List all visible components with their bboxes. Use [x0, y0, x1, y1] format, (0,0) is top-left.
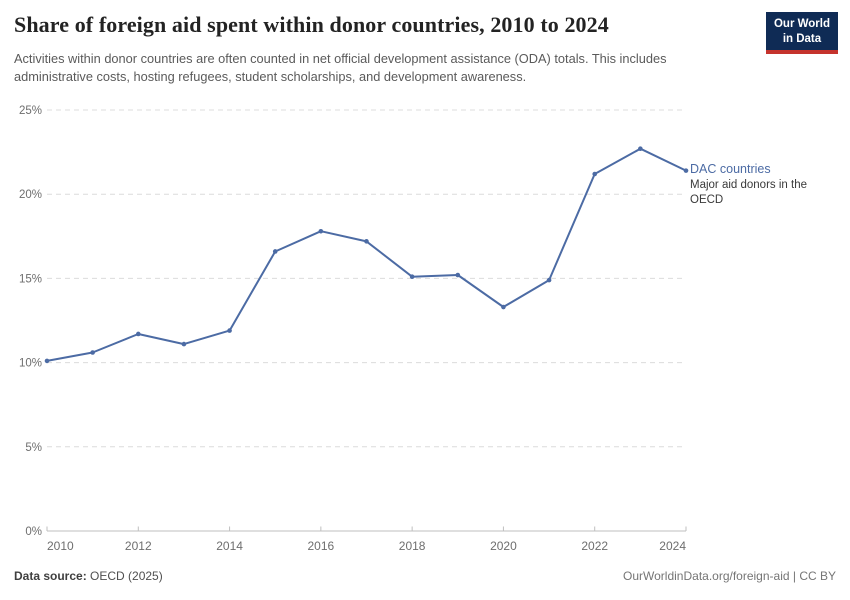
- data-point[interactable]: [546, 277, 552, 283]
- data-source-value: OECD (2025): [86, 569, 163, 583]
- data-point[interactable]: [181, 341, 187, 347]
- owid-logo-line2: in Data: [782, 32, 822, 45]
- series-line[interactable]: [46, 147, 687, 362]
- data-point[interactable]: [227, 328, 232, 333]
- data-point[interactable]: [501, 304, 506, 310]
- y-axis-tick-label: 20%: [19, 189, 42, 201]
- data-source-label: Data source:: [14, 569, 87, 583]
- data-point[interactable]: [90, 350, 95, 355]
- data-point[interactable]: [364, 239, 369, 244]
- owid-logo-line1: Our World: [773, 18, 830, 30]
- data-point[interactable]: [44, 358, 50, 364]
- data-point[interactable]: [135, 331, 141, 337]
- legend-series-name[interactable]: DAC countries: [690, 162, 771, 176]
- y-axis-tick-label: 5%: [25, 442, 42, 454]
- y-axis-tick-label: 25%: [19, 105, 42, 117]
- legend-series-description: Major aid donors in the OECD: [690, 179, 807, 206]
- x-axis-tick-label: 2016: [308, 539, 335, 553]
- x-axis-tick-label: 2020: [490, 539, 517, 553]
- x-axis-tick-label: 2018: [399, 539, 426, 553]
- data-source-note: Data source: OECD (2025): [14, 569, 163, 583]
- attribution-link[interactable]: OurWorldinData.org/foreign-aid | CC BY: [623, 569, 836, 583]
- data-point[interactable]: [638, 146, 643, 152]
- y-axis-tick-label: 15%: [19, 273, 42, 285]
- data-point[interactable]: [409, 274, 415, 280]
- owid-logo[interactable]: Our World in Data: [765, 12, 838, 54]
- data-point[interactable]: [455, 272, 461, 278]
- data-point[interactable]: [272, 249, 278, 254]
- x-axis-tick-label: 2010: [47, 539, 74, 553]
- chart-subtitle: Activities within donor countries are of…: [14, 51, 667, 85]
- series-legend: DAC countries Major aid donors in the OE…: [690, 162, 830, 207]
- x-axis-tick-label: 2014: [216, 539, 243, 553]
- y-axis-tick-label: 0%: [25, 526, 42, 538]
- data-point[interactable]: [683, 168, 689, 173]
- x-axis-tick-label: 2012: [125, 539, 152, 553]
- page-title: Share of foreign aid spent within donor …: [14, 12, 609, 37]
- x-axis-tick-label: 2024: [659, 539, 686, 553]
- y-axis-tick-label: 10%: [19, 358, 42, 370]
- x-axis-tick-label: 2022: [581, 539, 608, 553]
- data-point[interactable]: [318, 228, 324, 234]
- data-point[interactable]: [592, 171, 598, 177]
